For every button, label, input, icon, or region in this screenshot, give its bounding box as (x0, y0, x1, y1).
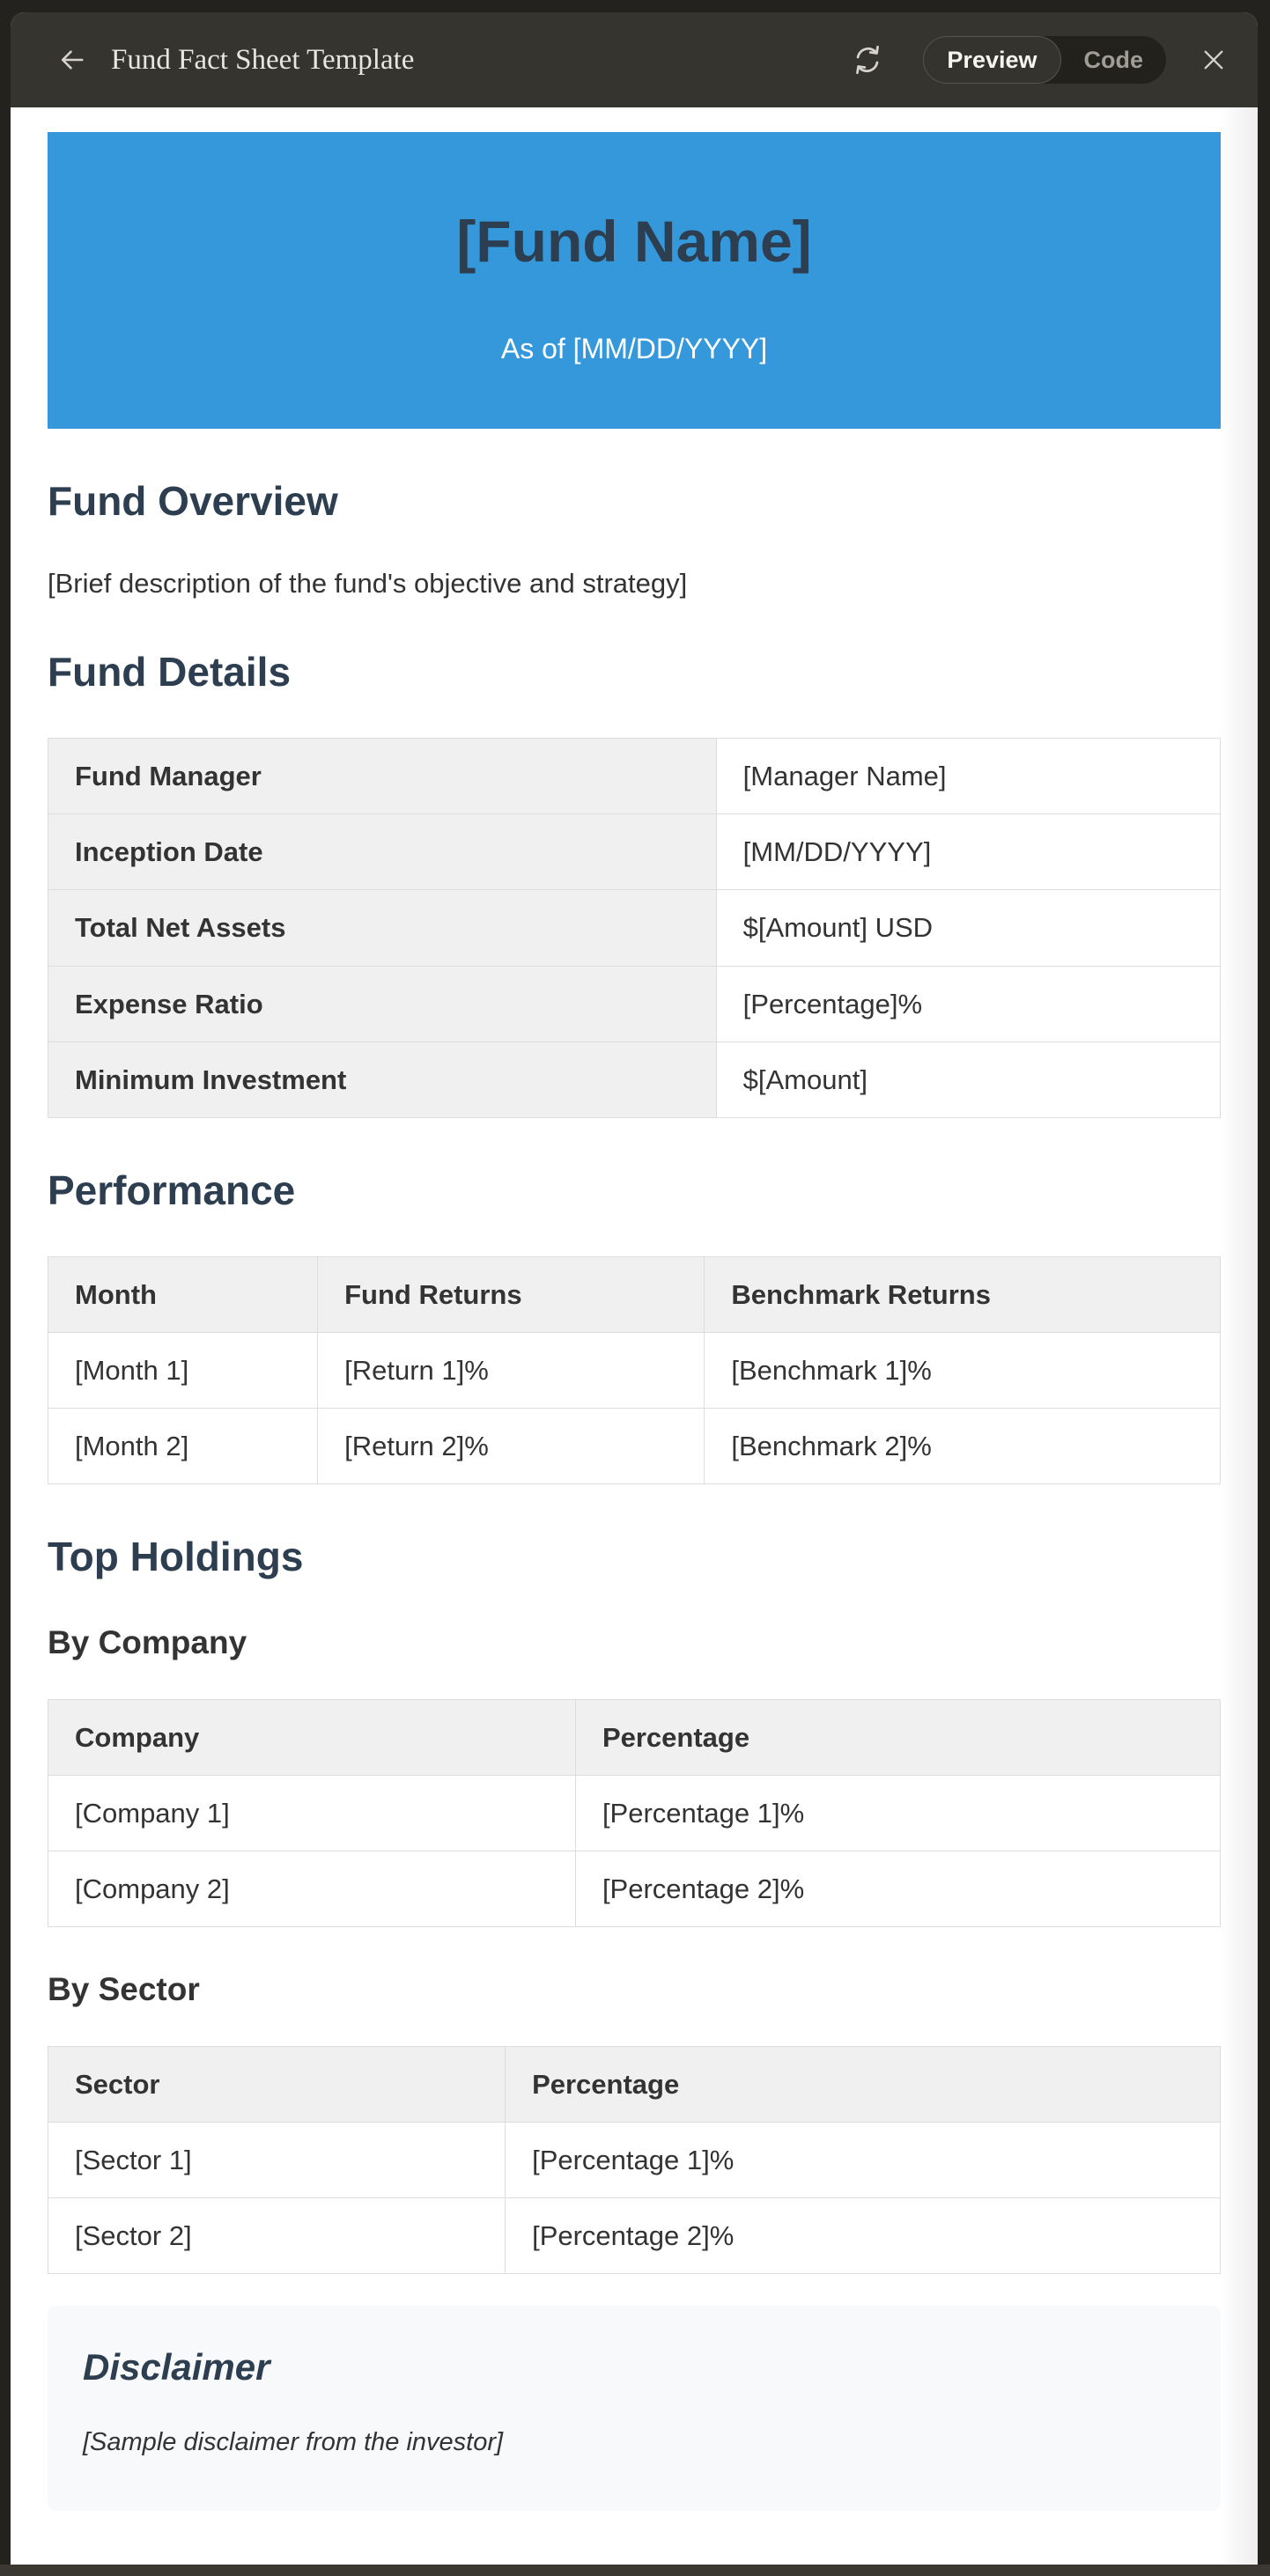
details-value: [Manager Name] (715, 737, 1222, 815)
table-header-row: Company Percentage (48, 1698, 1222, 1776)
disclaimer-text: [Sample disclaimer from the investor] (83, 2428, 504, 2457)
details-label: Expense Ratio (48, 965, 717, 1042)
table-row: Expense Ratio [Percentage]% (48, 965, 1222, 1042)
top-holdings-heading: Top Holdings (48, 1534, 304, 1580)
column-header: Month (47, 1255, 319, 1333)
tab-code[interactable]: Code (1061, 36, 1167, 84)
cell-percentage: [Percentage 2]% (574, 1851, 1222, 1928)
disclaimer-heading: Disclaimer (83, 2346, 270, 2388)
details-label: Inception Date (48, 813, 717, 891)
as-of-date: As of [MM/DD/YYYY] (500, 332, 768, 364)
performance-table: Month Fund Returns Benchmark Returns [Mo… (47, 1255, 1221, 1485)
performance-heading: Performance (48, 1167, 296, 1213)
cell-percentage: [Percentage 1]% (574, 1774, 1222, 1852)
cell-month: [Month 1] (47, 1331, 319, 1409)
table-header-row: Sector Percentage (47, 2045, 1221, 2123)
details-value: $[Amount] USD (715, 889, 1222, 967)
column-header: Fund Returns (317, 1255, 705, 1333)
column-header: Percentage (574, 1698, 1222, 1776)
details-value: $[Amount] (715, 1041, 1222, 1118)
scrollbar-track[interactable] (1221, 107, 1258, 2565)
table-header-row: Month Fund Returns Benchmark Returns (47, 1255, 1221, 1333)
table-row: Minimum Investment $[Amount] (48, 1041, 1222, 1118)
back-button[interactable] (56, 44, 88, 76)
by-company-heading: By Company (48, 1624, 247, 1661)
table-row: [Sector 2] [Percentage 2]% (47, 2197, 1221, 2275)
table-row: Inception Date [MM/DD/YYYY] (48, 813, 1222, 891)
cell-benchmark-return: [Benchmark 1]% (704, 1331, 1221, 1409)
cell-fund-return: [Return 1]% (317, 1331, 705, 1409)
table-row: [Month 1] [Return 1]% [Benchmark 1]% (47, 1331, 1221, 1409)
fact-sheet-document: [Fund Name] As of [MM/DD/YYYY] Fund Over… (47, 107, 1222, 2546)
by-sector-table: Sector Percentage [Sector 1] [Percentage… (47, 2045, 1221, 2275)
arrow-left-icon (56, 44, 88, 76)
table-row: [Month 2] [Return 2]% [Benchmark 2]% (47, 1408, 1221, 1485)
close-icon (1200, 46, 1228, 74)
fund-overview-description: [Brief description of the fund's objecti… (48, 567, 688, 599)
by-company-table: Company Percentage [Company 1] [Percenta… (48, 1698, 1222, 1928)
tab-preview[interactable]: Preview (923, 36, 1061, 84)
refresh-button[interactable] (851, 43, 884, 77)
cell-percentage: [Percentage 1]% (505, 2122, 1221, 2199)
sync-icon (851, 43, 884, 77)
details-label: Total Net Assets (48, 889, 717, 967)
column-header: Percentage (505, 2045, 1221, 2123)
preview-pane: [Fund Name] As of [MM/DD/YYYY] Fund Over… (11, 107, 1258, 2565)
cell-benchmark-return: [Benchmark 2]% (704, 1408, 1221, 1485)
details-label: Fund Manager (48, 737, 717, 815)
window-bottom-edge (0, 2565, 1270, 2576)
fund-name-title: [Fund Name] (456, 209, 812, 274)
column-header: Company (48, 1698, 576, 1776)
details-label: Minimum Investment (48, 1041, 717, 1118)
cell-fund-return: [Return 2]% (317, 1408, 705, 1485)
column-header: Benchmark Returns (704, 1255, 1221, 1333)
cell-percentage: [Percentage 2]% (505, 2197, 1221, 2275)
by-sector-heading: By Sector (48, 1971, 200, 2008)
fund-details-table: Fund Manager [Manager Name] Inception Da… (48, 737, 1222, 1118)
fund-overview-heading: Fund Overview (48, 477, 338, 524)
cell-company: [Company 2] (48, 1851, 576, 1928)
column-header: Sector (47, 2045, 506, 2123)
table-row: [Company 1] [Percentage 1]% (48, 1774, 1222, 1852)
cell-sector: [Sector 1] (47, 2122, 506, 2199)
table-row: Fund Manager [Manager Name] (48, 737, 1222, 815)
cell-sector: [Sector 2] (47, 2197, 506, 2275)
table-row: Total Net Assets $[Amount] USD (48, 889, 1222, 967)
preview-code-toggle: Preview Code (923, 36, 1166, 84)
artifact-window: Fund Fact Sheet Template Preview Code (11, 12, 1258, 2565)
fund-banner: [Fund Name] As of [MM/DD/YYYY] (48, 132, 1221, 429)
table-row: [Sector 1] [Percentage 1]% (47, 2122, 1221, 2199)
close-button[interactable] (1200, 46, 1228, 74)
window-title: Fund Fact Sheet Template (111, 43, 415, 76)
details-value: [MM/DD/YYYY] (715, 813, 1222, 891)
cell-month: [Month 2] (47, 1408, 319, 1485)
details-value: [Percentage]% (715, 965, 1222, 1042)
cell-company: [Company 1] (48, 1774, 576, 1852)
disclaimer-box: Disclaimer [Sample disclaimer from the i… (48, 2306, 1221, 2512)
artifact-topbar: Fund Fact Sheet Template Preview Code (11, 12, 1258, 107)
fund-details-heading: Fund Details (48, 649, 292, 696)
table-row: [Company 2] [Percentage 2]% (48, 1851, 1222, 1928)
